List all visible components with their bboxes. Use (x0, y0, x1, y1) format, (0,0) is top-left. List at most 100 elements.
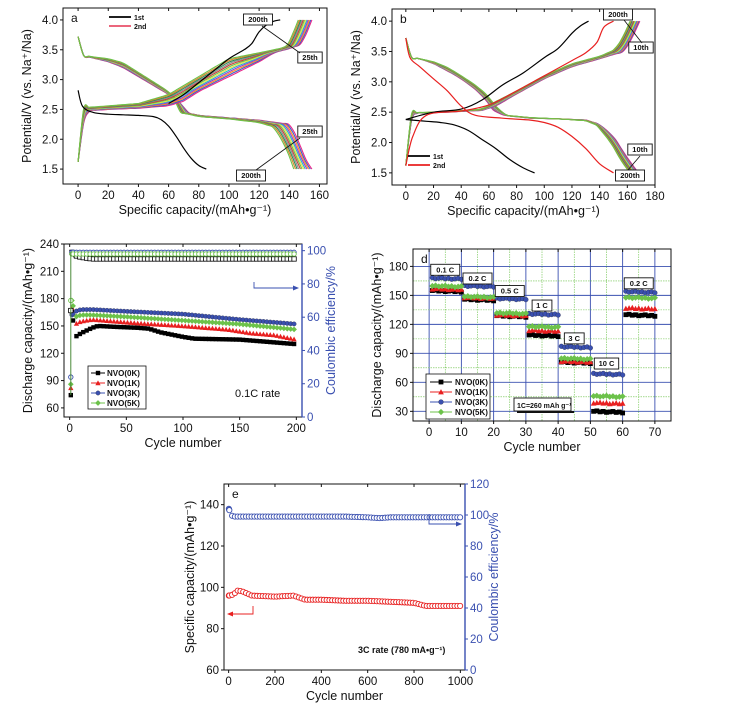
y2-axis-title: Coulombic efficiency/% (487, 513, 501, 642)
data-point (587, 355, 594, 362)
data-point (636, 313, 642, 319)
data-point (529, 323, 536, 330)
legend-label: NVO(0K) (455, 378, 488, 387)
data-point (165, 322, 171, 328)
data-point (613, 399, 620, 406)
data-point (73, 320, 80, 326)
y-tick-label: 120 (40, 348, 59, 360)
data-point (162, 331, 168, 336)
data-point (652, 313, 658, 319)
panel-label: b (400, 12, 407, 26)
data-point (247, 322, 253, 328)
data-point (442, 289, 448, 294)
data-point (435, 283, 442, 290)
x-tick-label: 0 (66, 423, 72, 435)
annotation-arrow (255, 137, 301, 171)
y2-tick-label: 120 (470, 479, 489, 491)
data-point (141, 315, 148, 321)
x-tick-label: 140 (280, 190, 299, 202)
panel-e: 0 200 400 600 800 1000 60 80 100 120 140 0 20 40 60 80 1… (183, 479, 501, 703)
data-point (84, 328, 89, 333)
data-point (651, 294, 658, 301)
data-point (162, 316, 168, 323)
y-tick-label: 120 (389, 319, 408, 331)
data-point (118, 319, 124, 325)
rate-label: 1 C (536, 301, 548, 310)
plot-frame (391, 8, 656, 186)
data-point (145, 315, 151, 322)
y-axis-title: Specific capacity/(mAh•g⁻¹) (183, 501, 197, 654)
data-point (148, 315, 155, 322)
data-point (199, 324, 205, 330)
y2-tick-label: 20 (470, 634, 483, 646)
y-tick-label: 60 (46, 403, 59, 415)
y-tick-label: 80 (206, 624, 219, 636)
data-point (138, 314, 144, 321)
rate-note: 0.1C rate (235, 388, 280, 400)
x-tick-label: 180 (645, 191, 664, 203)
cycle-curve (77, 36, 310, 170)
x-tick-label: 100 (173, 423, 192, 435)
data-point (651, 305, 658, 312)
x-tick-label: 120 (250, 190, 269, 202)
data-point (101, 324, 106, 329)
data-point (271, 332, 277, 338)
x-tick-label: 60 (482, 191, 495, 203)
data-point (145, 321, 151, 327)
data-point (227, 337, 232, 342)
cycle-curve (77, 36, 305, 170)
annotation-label: 25th (302, 127, 318, 136)
annotation-label: 200th (620, 171, 640, 180)
x-tick-label: 70 (648, 427, 661, 439)
data-point (233, 321, 240, 327)
data-point (629, 312, 635, 318)
cycle-curve (77, 36, 295, 170)
x-tick-label: 100 (219, 190, 238, 202)
panel-label: e (232, 487, 239, 501)
data-point (571, 354, 578, 362)
data-point (457, 602, 464, 609)
data-point (285, 341, 290, 346)
legend-label: NVO(5K) (107, 399, 140, 408)
x-tick-label: 150 (230, 423, 249, 435)
data-point (281, 334, 287, 340)
x-tick-label: 100 (535, 191, 554, 203)
data-point (94, 317, 100, 323)
data-point (77, 312, 83, 319)
data-point (603, 392, 610, 399)
data-point (213, 319, 219, 326)
data-point (216, 326, 222, 332)
legend-label: 1st (433, 154, 444, 161)
data-point (73, 313, 80, 320)
data-point (189, 336, 195, 341)
data-point (230, 337, 236, 342)
data-point (617, 409, 622, 415)
rate-note: 3C rate (780 mA•g⁻¹) (358, 645, 445, 655)
series-line-2nd-discharge (405, 37, 614, 174)
data-point (291, 326, 297, 333)
data-point (281, 325, 287, 332)
data-point (226, 507, 233, 514)
legend-marker (437, 408, 445, 416)
data-point (607, 409, 613, 415)
data-point (128, 320, 134, 325)
y2-tick-label: 0 (307, 412, 313, 424)
y-tick-label: 60 (206, 665, 219, 677)
data-point (97, 312, 104, 319)
data-point (200, 336, 205, 342)
y-tick-label: 4.0 (371, 16, 387, 28)
data-point (98, 323, 103, 329)
data-point (189, 318, 195, 324)
data-point (111, 318, 117, 324)
data-point (220, 337, 225, 342)
x-tick-label: 30 (519, 427, 532, 439)
data-point (217, 336, 222, 342)
data-point (234, 337, 239, 342)
data-point (233, 328, 239, 334)
rate-label-box (430, 263, 461, 276)
y-tick-label: 100 (200, 582, 219, 594)
cycle-curve (77, 19, 309, 162)
x-tick-label: 50 (584, 427, 597, 439)
data-point (196, 318, 202, 325)
